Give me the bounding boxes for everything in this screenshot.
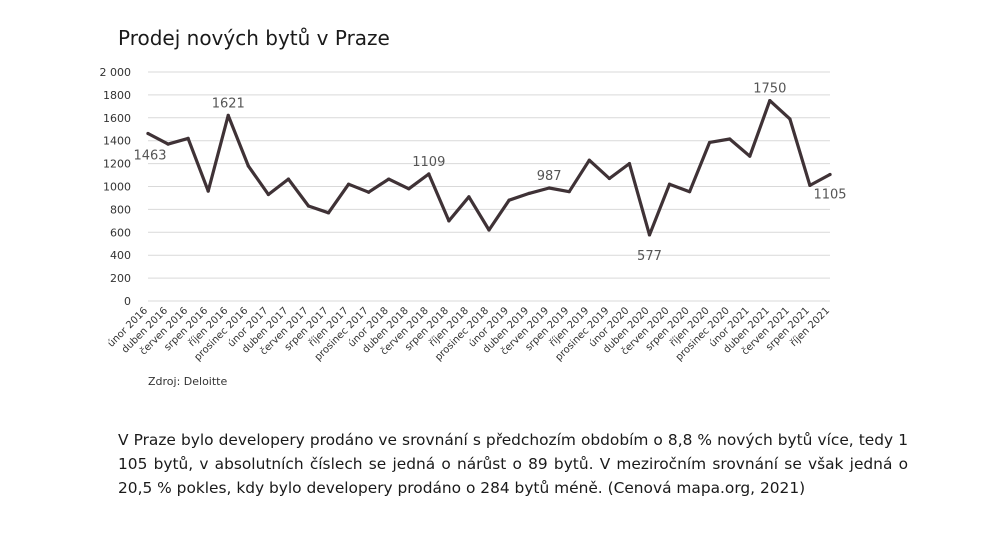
data-point [507, 198, 511, 202]
y-tick-label: 1400 [103, 135, 131, 148]
y-tick-label: 1600 [103, 112, 131, 125]
chart-title: Prodej nových bytů v Praze [118, 26, 390, 50]
data-point [447, 219, 451, 223]
data-point [667, 182, 672, 186]
data-point [788, 117, 792, 121]
y-tick-label: 200 [110, 272, 131, 285]
data-point [346, 182, 351, 186]
data-point [206, 189, 210, 193]
line-chart: Prodej nových bytů v Praze 0 200 400 600 800… [100, 26, 847, 388]
data-point [828, 172, 832, 177]
data-point [708, 140, 712, 145]
data-point [768, 99, 772, 103]
data-point [547, 186, 551, 190]
y-axis-ticks: 0 200 400 600 800 1000 1200 1400 1600 1800 2 000 [100, 66, 132, 308]
data-point [387, 177, 391, 181]
y-tick-label: 1800 [103, 89, 131, 102]
y-tick-label: 0 [124, 295, 131, 308]
series-line-group [146, 98, 832, 237]
data-point [407, 187, 411, 191]
description-paragraph: V Praze bylo developery prodáno ve srovn… [118, 431, 908, 497]
data-point [527, 191, 531, 195]
data-point [166, 142, 170, 146]
data-point [728, 137, 732, 141]
data-point [306, 204, 311, 208]
data-label: 987 [537, 169, 562, 184]
data-point [627, 162, 632, 166]
data-labels: 1463 1621 1109 987 577 1750 1105 [133, 82, 846, 264]
data-point [367, 190, 371, 194]
data-point [748, 154, 752, 158]
grid-lines [148, 71, 830, 302]
data-label: 1109 [412, 155, 445, 170]
data-point [427, 172, 431, 176]
data-point [286, 177, 291, 181]
data-point [246, 164, 250, 168]
data-point [487, 228, 491, 232]
series-line [146, 98, 832, 237]
data-point [326, 211, 331, 215]
y-tick-label: 600 [110, 226, 131, 239]
y-tick-label: 2 000 [100, 66, 132, 79]
y-tick-label: 800 [110, 203, 131, 216]
data-point [647, 233, 652, 237]
data-point [146, 131, 150, 136]
data-point [567, 190, 571, 194]
data-label: 1463 [133, 148, 166, 163]
data-point [186, 136, 190, 141]
data-label: 577 [637, 249, 662, 264]
data-point [607, 176, 611, 181]
y-tick-label: 1000 [103, 181, 131, 194]
y-tick-label: 400 [110, 249, 131, 262]
source-note: Zdroj: Deloitte [148, 375, 227, 388]
data-label: 1750 [753, 82, 786, 97]
y-tick-label: 1200 [103, 158, 131, 171]
data-point [687, 190, 692, 194]
data-point [226, 113, 230, 117]
data-label: 1105 [813, 187, 846, 202]
data-point [467, 195, 471, 199]
data-label: 1621 [212, 96, 245, 111]
data-point [266, 192, 270, 197]
data-point [808, 183, 812, 187]
data-point [587, 158, 591, 162]
